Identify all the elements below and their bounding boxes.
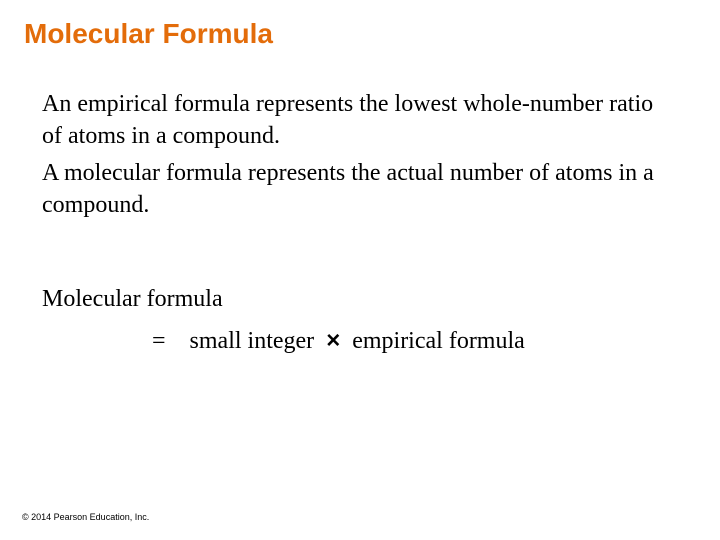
equation-block: Molecular formula = small integer × empi… (0, 226, 720, 355)
slide-title: Molecular Formula (0, 0, 720, 50)
equation-equals: = (152, 328, 166, 354)
equation-rhs-left: small integer (190, 328, 315, 354)
paragraph-molecular: A molecular formula represents the actua… (42, 157, 660, 222)
equation-lhs: Molecular formula (42, 286, 680, 313)
copyright-text: © 2014 Pearson Education, Inc. (22, 512, 149, 522)
multiply-symbol: × (326, 327, 340, 355)
equation-rhs-line: = small integer × empirical formula (42, 327, 680, 355)
paragraph-empirical: An empirical formula represents the lowe… (42, 88, 660, 153)
body-content: An empirical formula represents the lowe… (0, 50, 720, 222)
equation-rhs-right: empirical formula (352, 328, 525, 354)
